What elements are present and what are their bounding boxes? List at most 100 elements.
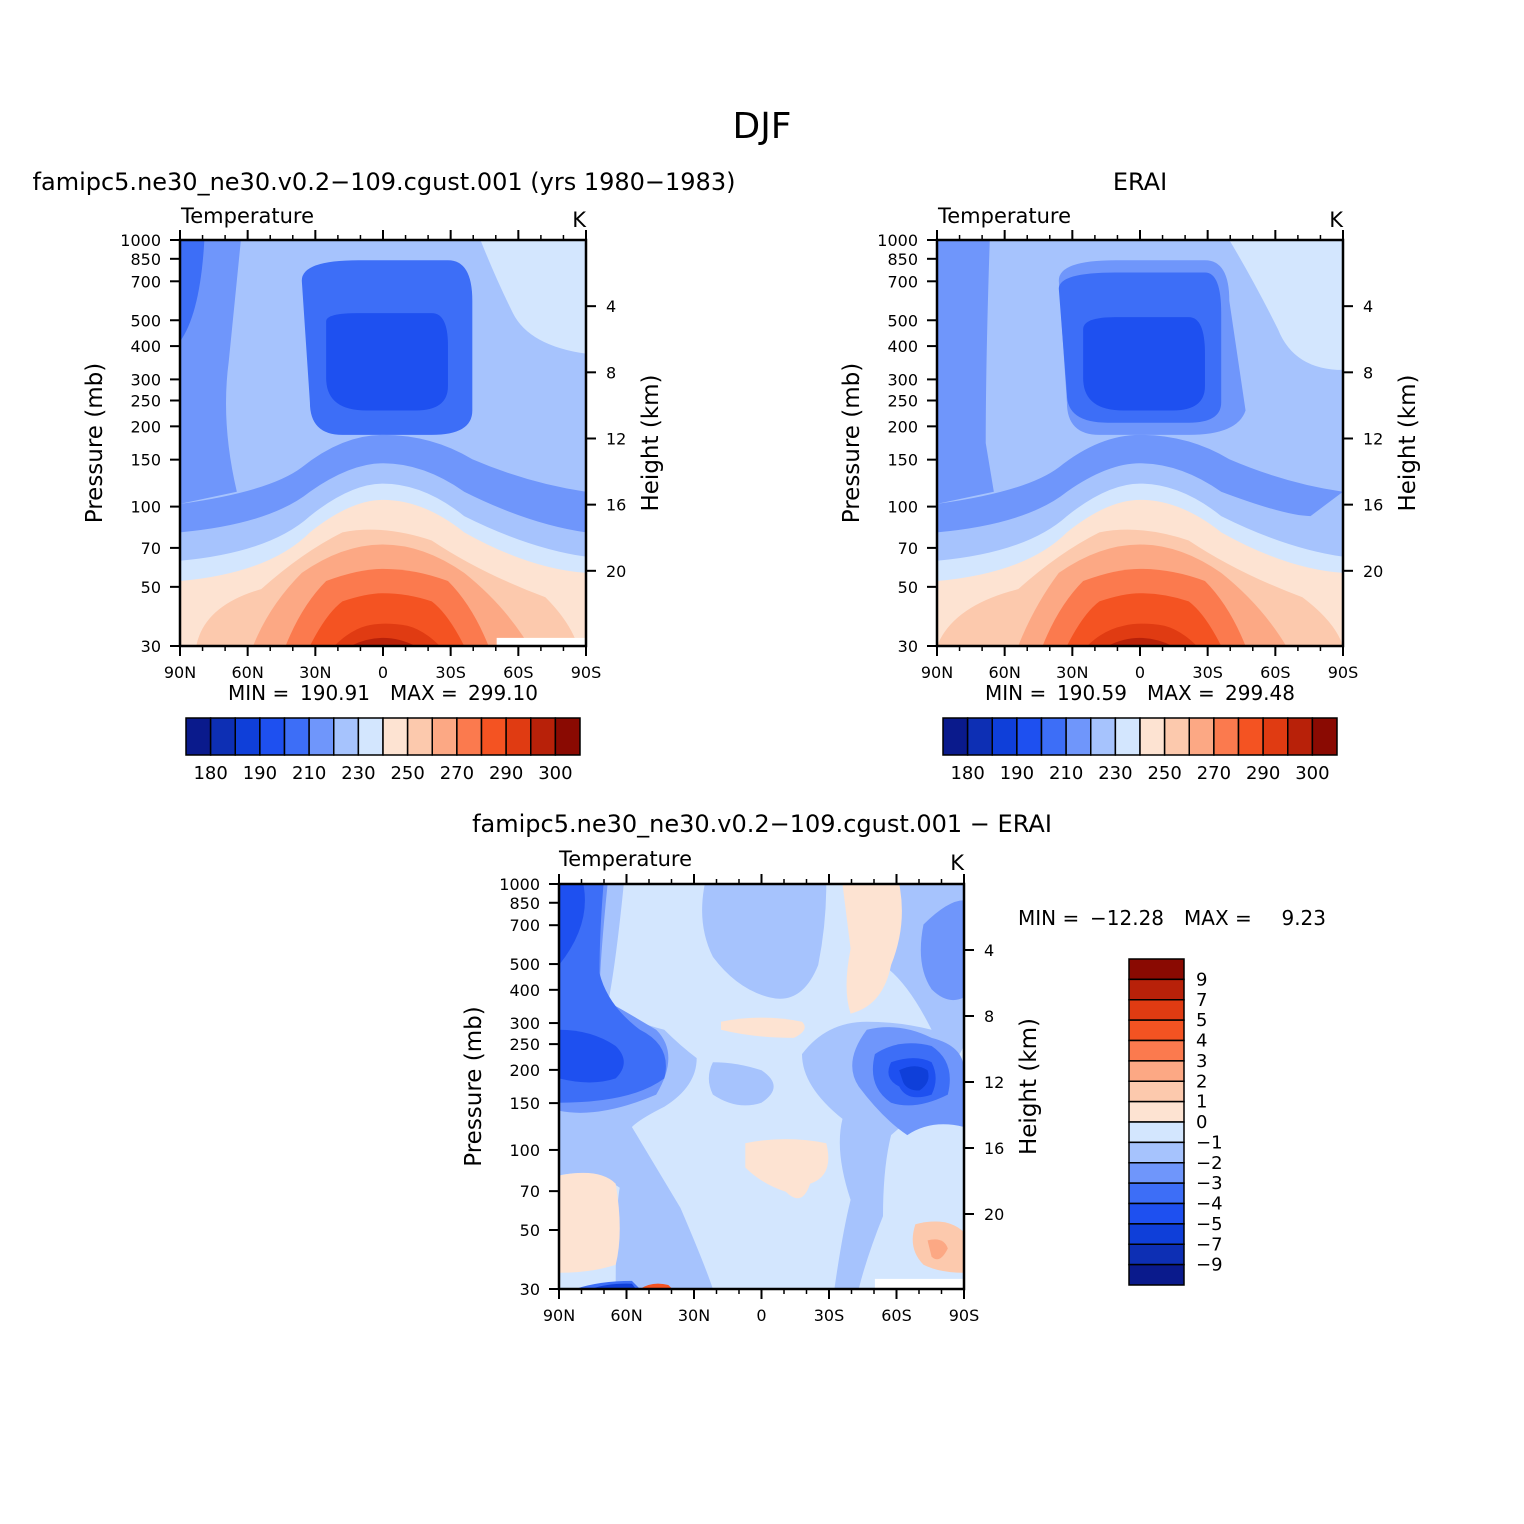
- colorbar-label: 4: [1196, 1031, 1207, 1052]
- left-label: Temperature: [937, 204, 1071, 228]
- colorbar-label: −4: [1196, 1194, 1223, 1215]
- y-right-tick-label: 20: [984, 1205, 1004, 1224]
- colorbar-swatch: [283, 717, 310, 756]
- axes-model: 90N 60N 30N 0 30S 60S 90S 30 50 70 100 150 200 250 300…: [82, 230, 664, 682]
- left-label: Temperature: [558, 847, 692, 871]
- y-tick-label: 700: [130, 272, 161, 291]
- colorbar-label: 270: [1197, 763, 1231, 784]
- colorbar-label: −3: [1196, 1173, 1223, 1194]
- y-right-tick-label: 16: [606, 496, 626, 515]
- y-tick-label: 850: [887, 250, 918, 269]
- colorbar-label: 230: [341, 763, 375, 784]
- stat-max-label: MAX =: [390, 681, 458, 705]
- panel-model: famipc5.ne30_ne30.v0.2−109.cgust.001 (yr…: [33, 168, 736, 784]
- colorbar-swatch: [1016, 717, 1043, 756]
- y-right-tick-label: 8: [984, 1007, 994, 1026]
- colorbar-swatch: [1311, 717, 1338, 756]
- y-tick-label: 1000: [120, 231, 161, 250]
- colorbar-swatch: [308, 717, 335, 756]
- y-right-tick-label: 16: [1363, 496, 1383, 515]
- y-tick-label: 500: [509, 955, 540, 974]
- y-tick-label: 300: [509, 1014, 540, 1033]
- x-tick-label: 90S: [571, 663, 602, 682]
- colorbar-swatch: [1128, 978, 1185, 1001]
- stat-min-value: 190.59: [1057, 681, 1127, 705]
- y-tick-label: 30: [520, 1280, 540, 1299]
- colorbar-swatch: [1128, 1100, 1185, 1123]
- stat-max-value: 9.23: [1281, 906, 1326, 930]
- y-tick-label: 700: [509, 916, 540, 935]
- colorbar-label: 180: [193, 763, 227, 784]
- y-tick-label: 30: [141, 637, 161, 656]
- y-right-tick-label: 20: [1363, 562, 1383, 581]
- colorbar-swatch: [1128, 958, 1185, 981]
- colorbar-swatch: [333, 717, 360, 756]
- colorbar-label: 1: [1196, 1092, 1207, 1113]
- x-tick-label: 90S: [949, 1306, 980, 1325]
- colorbar-swatch: [1237, 717, 1264, 756]
- y-tick-label: 150: [130, 451, 161, 470]
- stat-max-label: MAX =: [1184, 906, 1252, 930]
- colorbar-swatch: [1128, 1182, 1185, 1205]
- y-tick-label: 300: [130, 370, 161, 389]
- y-right-axis-title: Height (km): [638, 374, 664, 511]
- y-right-tick-label: 16: [984, 1139, 1004, 1158]
- y-tick-label: 300: [887, 370, 918, 389]
- colorbar-swatch: [505, 717, 532, 756]
- y-tick-label: 200: [887, 417, 918, 436]
- colorbar-swatch: [209, 717, 236, 756]
- x-tick-label: 60S: [503, 663, 534, 682]
- colorbar-label: 250: [390, 763, 424, 784]
- colorbar-label: 9: [1196, 969, 1207, 990]
- colorbar-swatch: [480, 717, 507, 756]
- colorbar-swatch: [554, 717, 581, 756]
- x-tick-label: 60N: [610, 1306, 642, 1325]
- y-right-tick-label: 12: [606, 429, 626, 448]
- colorbar-label: 3: [1196, 1051, 1207, 1072]
- x-tick-label: 30N: [1056, 663, 1088, 682]
- colorbar-swatch: [1090, 717, 1117, 756]
- colorbar-swatch: [1065, 717, 1092, 756]
- colorbar-swatch: [1040, 717, 1067, 756]
- colorbar-swatch: [1128, 1243, 1185, 1266]
- x-tick-label: 90N: [921, 663, 953, 682]
- y-right-tick-label: 4: [1363, 297, 1373, 316]
- y-right-tick-label: 4: [606, 297, 616, 316]
- y-tick-label: 100: [887, 498, 918, 517]
- colorbar-label: −5: [1196, 1214, 1223, 1235]
- colorbar-swatch: [234, 717, 261, 756]
- colorbar-swatch: [357, 717, 384, 756]
- x-tick-label: 30S: [814, 1306, 845, 1325]
- colorbar-label: 190: [243, 763, 277, 784]
- x-tick-label: 90N: [543, 1306, 575, 1325]
- y-tick-label: 70: [141, 539, 161, 558]
- colorbar-label: 290: [1246, 763, 1280, 784]
- colorbar-swatch: [1128, 1202, 1185, 1225]
- y-tick-label: 70: [898, 539, 918, 558]
- y-tick-label: 700: [887, 272, 918, 291]
- colorbar-swatch: [1114, 717, 1141, 756]
- axes-obs: 90N 60N 30N 0 30S 60S 90S 30 50 70 100 150 200 250 300…: [839, 230, 1421, 682]
- y-right-axis-title: Height (km): [1016, 1018, 1042, 1155]
- stat-min-label: MIN =: [1018, 906, 1079, 930]
- stat-max-value: 299.48: [1225, 681, 1295, 705]
- colorbar-swatch: [1188, 717, 1215, 756]
- figure-suptitle: DJF: [732, 106, 791, 147]
- y-tick-label: 30: [898, 637, 918, 656]
- x-tick-label: 30N: [678, 1306, 710, 1325]
- y-tick-label: 500: [887, 311, 918, 330]
- colorbar-label: 5: [1196, 1010, 1207, 1031]
- colorbar-swatch: [456, 717, 483, 756]
- left-label: Temperature: [180, 204, 314, 228]
- colorbar-swatch: [1213, 717, 1240, 756]
- y-tick-label: 400: [130, 337, 161, 356]
- x-tick-label: 30S: [435, 663, 466, 682]
- contour-field: [937, 240, 1343, 646]
- colorbar-swatch: [431, 717, 458, 756]
- colorbar-swatch: [185, 717, 212, 756]
- colorbar-label: 180: [950, 763, 984, 784]
- colorbar-swatch: [991, 717, 1018, 756]
- colorbar-label: 300: [1295, 763, 1329, 784]
- y-right-tick-label: 20: [606, 562, 626, 581]
- colorbar-swatch: [1139, 717, 1166, 756]
